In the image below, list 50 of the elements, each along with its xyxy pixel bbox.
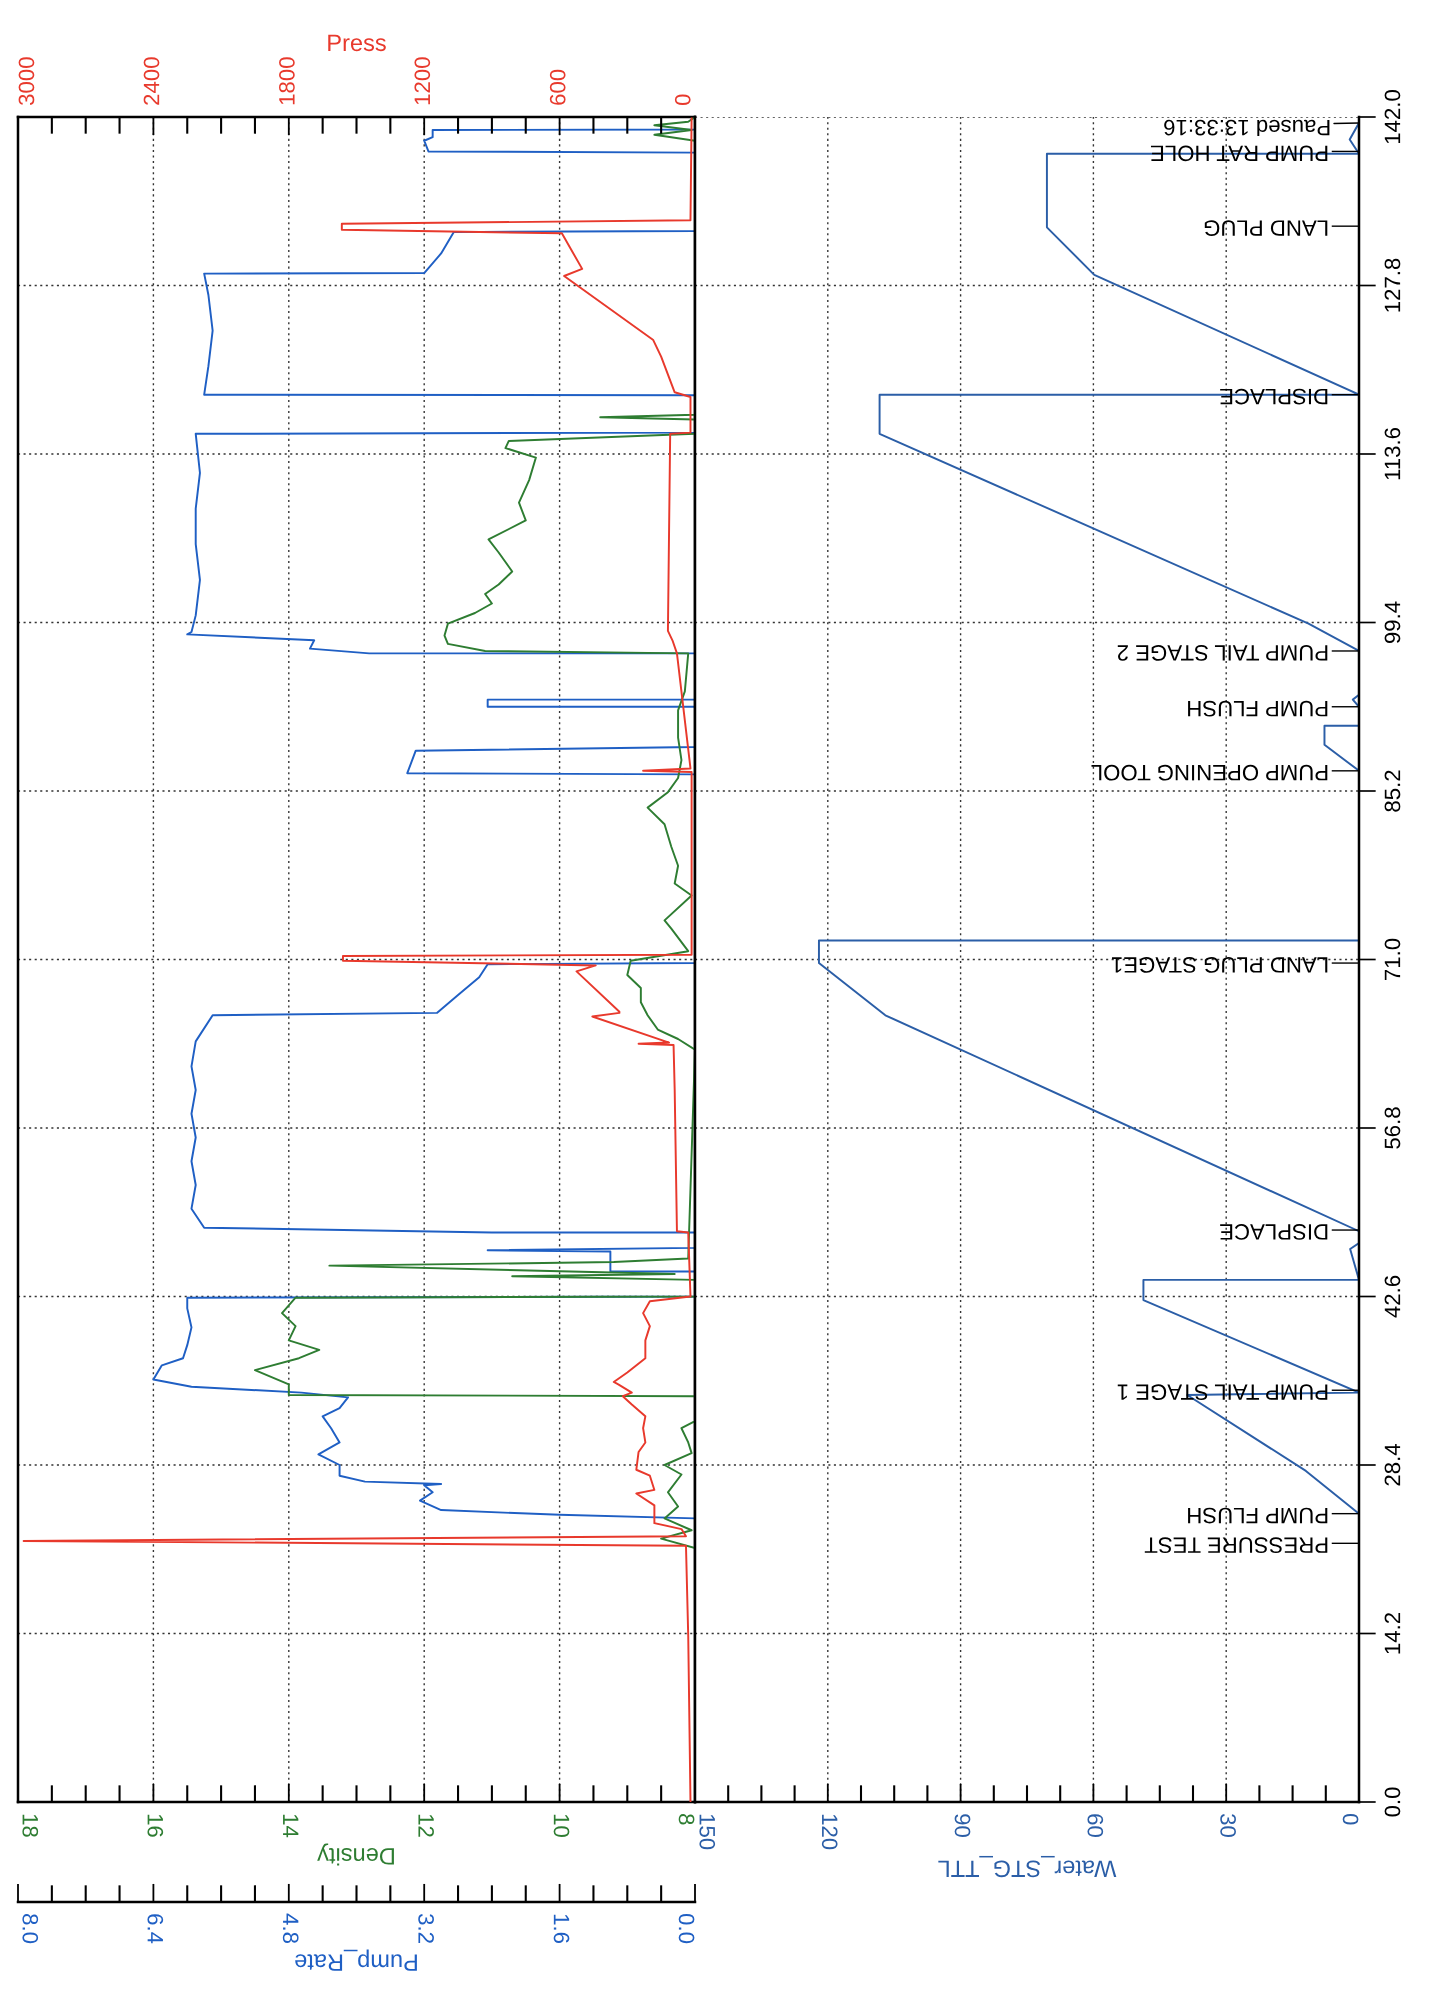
x-tick-label: 120 (821, 1814, 838, 1850)
x2-tick-label: 1800 (279, 57, 295, 105)
y-tick-label: 28.4 (1384, 1444, 1401, 1486)
x-axis-title: Water_STG_TTL (938, 1855, 1117, 1878)
ref-line-label: PUMP TAIL STAGE 1 (1117, 1384, 1328, 1401)
ref-line-label: PUMP FLUSH (1188, 1507, 1328, 1524)
x-tick-label: 4.8 (282, 1913, 299, 1944)
x-tick-label: 90 (954, 1814, 971, 1837)
x-axis-title: Density (317, 1843, 394, 1866)
ref-line-label: PRESSURE TEST (1144, 1537, 1328, 1554)
x2-tick-label: 2400 (143, 57, 160, 105)
x2-tick-label: 0 (674, 94, 691, 106)
x-tick-label: 1.6 (553, 1914, 570, 1944)
ref-line-label: DISPLACE (1220, 1224, 1328, 1240)
y-tick-label: 142.0 (1384, 90, 1401, 144)
x2-tick-label: 600 (549, 69, 566, 105)
x2-tick-label: 1200 (414, 57, 431, 105)
annotation: Paused 13:33:16 (1164, 119, 1330, 137)
x-tick-label: 30 (1220, 1813, 1236, 1837)
x-tick-label: 14 (283, 1814, 299, 1838)
ref-line-label: PUMP TAIL STAGE 2 (1117, 645, 1328, 661)
x-tick-label: 60 (1087, 1814, 1104, 1837)
x-tick-label: 3.2 (418, 1913, 434, 1943)
ref-line-label: DISPLACE (1220, 388, 1328, 405)
x-tick-label: 16 (147, 1814, 164, 1837)
ref-line-label: PUMP OPENING TOOL (1091, 764, 1328, 781)
x-tick-label: 0 (1342, 1813, 1359, 1825)
ref-line-label: PUMP FLUSH (1188, 700, 1328, 717)
y-tick-label: 99.4 (1384, 601, 1401, 644)
x-axis-title: Pump_Rate (295, 1949, 417, 1971)
ref-line-label: LAND PLUG STAGE1 (1112, 957, 1328, 973)
x-tick-label: 6.4 (147, 1914, 164, 1944)
ref-line-label: PUMP RAT HOLE (1150, 145, 1328, 162)
y-tick-label: 14.2 (1384, 1612, 1401, 1654)
y-tick-label: 42.6 (1384, 1275, 1401, 1318)
x2-axis-title: Press (328, 34, 386, 52)
x-tick-label: 0.0 (678, 1913, 695, 1944)
x-tick-label: 10 (553, 1814, 570, 1837)
y-tick-label: 85.2 (1384, 770, 1401, 812)
y-tick-label: 56.8 (1384, 1107, 1401, 1149)
y-tick-label: 127.8 (1384, 258, 1401, 312)
y-tick-label: 113.6 (1384, 427, 1401, 480)
x2-tick-label: 3000 (18, 57, 35, 106)
x-tick-label: 8.0 (22, 1914, 39, 1944)
x-tick-label: 12 (418, 1814, 434, 1837)
ref-line-label: LAND PLUG (1204, 220, 1328, 236)
x-tick-label: 8 (678, 1814, 695, 1825)
y-tick-label: 71.0 (1384, 938, 1401, 980)
x-tick-label: 150 (699, 1814, 716, 1850)
x-tick-label: 18 (22, 1814, 39, 1837)
